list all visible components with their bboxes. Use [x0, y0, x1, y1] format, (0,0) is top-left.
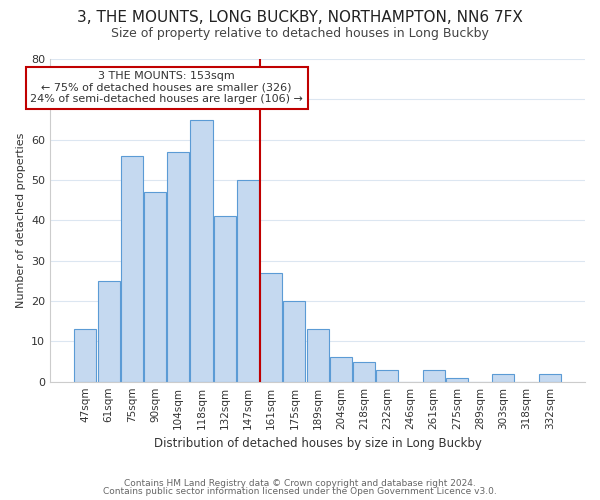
- Bar: [98, 281, 119, 382]
- Bar: [446, 378, 468, 382]
- Bar: [214, 216, 236, 382]
- Bar: [539, 374, 560, 382]
- Bar: [260, 273, 282, 382]
- Bar: [283, 301, 305, 382]
- Text: Contains public sector information licensed under the Open Government Licence v3: Contains public sector information licen…: [103, 487, 497, 496]
- Bar: [121, 156, 143, 382]
- Bar: [74, 329, 97, 382]
- Bar: [307, 329, 329, 382]
- Bar: [167, 152, 190, 382]
- Text: Size of property relative to detached houses in Long Buckby: Size of property relative to detached ho…: [111, 28, 489, 40]
- X-axis label: Distribution of detached houses by size in Long Buckby: Distribution of detached houses by size …: [154, 437, 481, 450]
- Text: 3 THE MOUNTS: 153sqm
← 75% of detached houses are smaller (326)
24% of semi-deta: 3 THE MOUNTS: 153sqm ← 75% of detached h…: [30, 71, 303, 104]
- Bar: [330, 358, 352, 382]
- Bar: [144, 192, 166, 382]
- Y-axis label: Number of detached properties: Number of detached properties: [16, 132, 26, 308]
- Bar: [422, 370, 445, 382]
- Text: Contains HM Land Registry data © Crown copyright and database right 2024.: Contains HM Land Registry data © Crown c…: [124, 478, 476, 488]
- Bar: [237, 180, 259, 382]
- Bar: [492, 374, 514, 382]
- Bar: [376, 370, 398, 382]
- Text: 3, THE MOUNTS, LONG BUCKBY, NORTHAMPTON, NN6 7FX: 3, THE MOUNTS, LONG BUCKBY, NORTHAMPTON,…: [77, 10, 523, 25]
- Bar: [353, 362, 375, 382]
- Bar: [190, 120, 212, 382]
